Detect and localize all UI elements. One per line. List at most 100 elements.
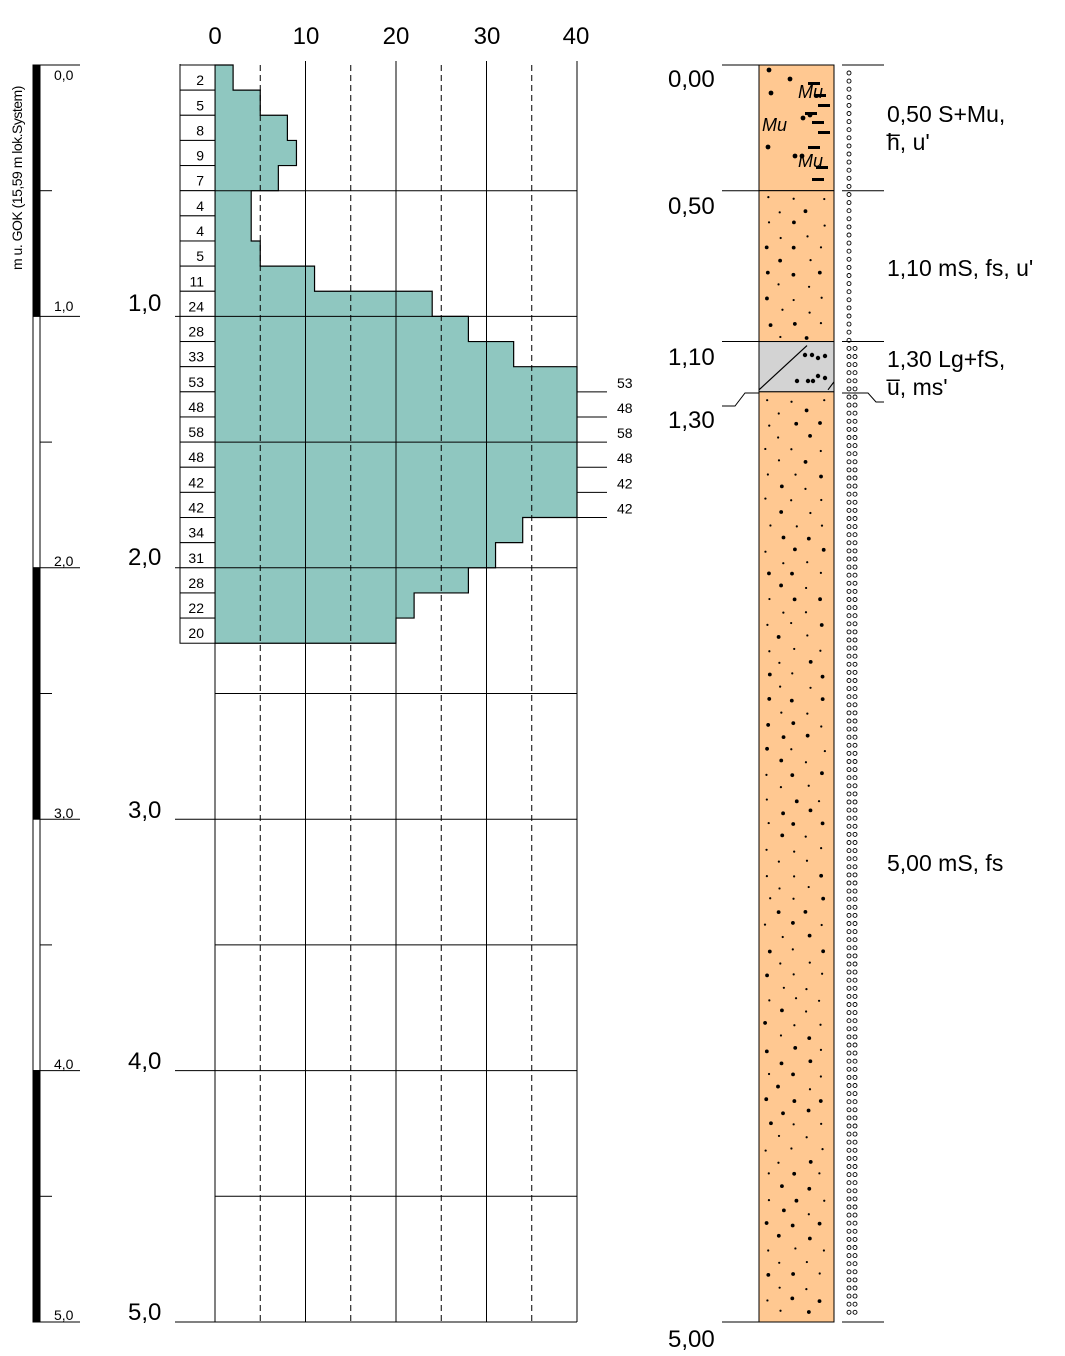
moisture-mark [852, 386, 858, 392]
sand-dot [765, 773, 768, 777]
blow-count-label: 48 [188, 399, 204, 415]
moisture-mark [852, 548, 858, 554]
sand-dot [766, 399, 769, 402]
blow-count-label: 28 [188, 324, 204, 340]
sand-dot [819, 322, 823, 325]
blow-count-cell [179, 391, 216, 418]
moisture-mark [852, 840, 858, 845]
moisture-mark [852, 694, 858, 700]
depth-label: 5,0 [128, 1299, 161, 1326]
sand-dot [791, 822, 796, 826]
moisture-mark [846, 289, 852, 295]
sand-dot [764, 1097, 769, 1102]
moisture-mark [846, 305, 852, 311]
moisture-mark [852, 540, 858, 546]
blow-count-label: 48 [188, 449, 204, 465]
sand-dot [809, 686, 812, 689]
sand-dot [818, 1272, 821, 1275]
moisture-mark [852, 1139, 858, 1145]
sand-dot [807, 1036, 812, 1040]
sand-dot [790, 773, 795, 778]
moisture-mark [846, 880, 852, 886]
gravel-dot [794, 378, 800, 384]
sand-dot [817, 999, 821, 1002]
moisture-mark [846, 1245, 852, 1250]
sand-dot [819, 449, 822, 453]
moisture-mark [846, 1147, 852, 1153]
sand-dot [782, 562, 785, 565]
sand-dot [808, 961, 811, 964]
overflow-label: 48 [617, 400, 633, 416]
sand-dot [779, 1061, 784, 1066]
moisture-mark [852, 499, 858, 505]
sand-dot [806, 536, 811, 541]
sand-dot [808, 1160, 813, 1164]
organic-dot [800, 115, 806, 121]
sand-dot [818, 1172, 821, 1175]
moisture-mark [852, 726, 858, 732]
sand-dot [792, 897, 795, 900]
moisture-mark [846, 297, 852, 303]
moisture-mark [852, 1010, 858, 1016]
blow-count-cell [179, 617, 216, 644]
sand-dot [769, 897, 772, 900]
x-tick-label: 10 [293, 23, 320, 50]
sand-dot [820, 524, 824, 527]
blow-count-cell [179, 265, 216, 292]
moisture-mark [852, 475, 858, 481]
sand-dot [821, 949, 826, 954]
sand-dot [781, 535, 786, 540]
depth-scale-label: m u. GOK (15,59 m lok.System) [9, 86, 25, 270]
moisture-mark [846, 394, 852, 400]
moisture-mark [846, 556, 852, 562]
organic-dash [816, 166, 828, 169]
blow-count-cell [179, 64, 216, 91]
moisture-mark [846, 435, 852, 440]
moisture-mark [846, 977, 852, 983]
sand-dot [817, 270, 822, 275]
sand-dot [804, 761, 808, 764]
gravel-dot [822, 375, 828, 381]
moisture-mark [846, 759, 852, 764]
overflow-label: 48 [617, 450, 633, 466]
moisture-mark [846, 1236, 852, 1242]
moisture-mark [846, 961, 852, 967]
moisture-mark [852, 1180, 858, 1186]
moisture-mark [846, 1277, 852, 1283]
gravel-dot [810, 378, 816, 384]
sand-dot [778, 887, 781, 890]
sand-dot [778, 258, 783, 263]
moisture-mark [852, 1147, 858, 1153]
sand-dot [764, 497, 767, 500]
depth-ticks [40, 64, 80, 1323]
sand-dot [805, 1287, 808, 1291]
sand-dot [781, 1111, 785, 1116]
moisture-mark [846, 459, 852, 465]
moisture-mark [846, 580, 852, 586]
moisture-mark [846, 993, 852, 999]
sand-dot [794, 421, 799, 426]
moisture-mark [846, 410, 852, 416]
sand-dot [807, 933, 812, 938]
moisture-mark [852, 491, 858, 497]
moisture-mark [846, 1099, 852, 1105]
moisture-mark [852, 1277, 858, 1283]
moisture-mark [846, 597, 852, 602]
sand-dot [820, 498, 823, 502]
moisture-mark [846, 240, 852, 246]
moisture-mark [852, 435, 858, 440]
moisture-mark [852, 1066, 858, 1072]
leader-line [842, 392, 884, 403]
organic-dot [768, 90, 774, 96]
sand-dot [820, 725, 823, 728]
sand-dot [817, 1221, 822, 1226]
moisture-mark [852, 394, 858, 400]
moisture-mark [846, 1220, 852, 1226]
moisture-mark [852, 345, 858, 351]
sand-dot [818, 597, 822, 602]
layer-description: h̅, u' [886, 129, 930, 155]
blow-count-cell [179, 517, 216, 544]
overflow-label: 53 [617, 375, 633, 391]
